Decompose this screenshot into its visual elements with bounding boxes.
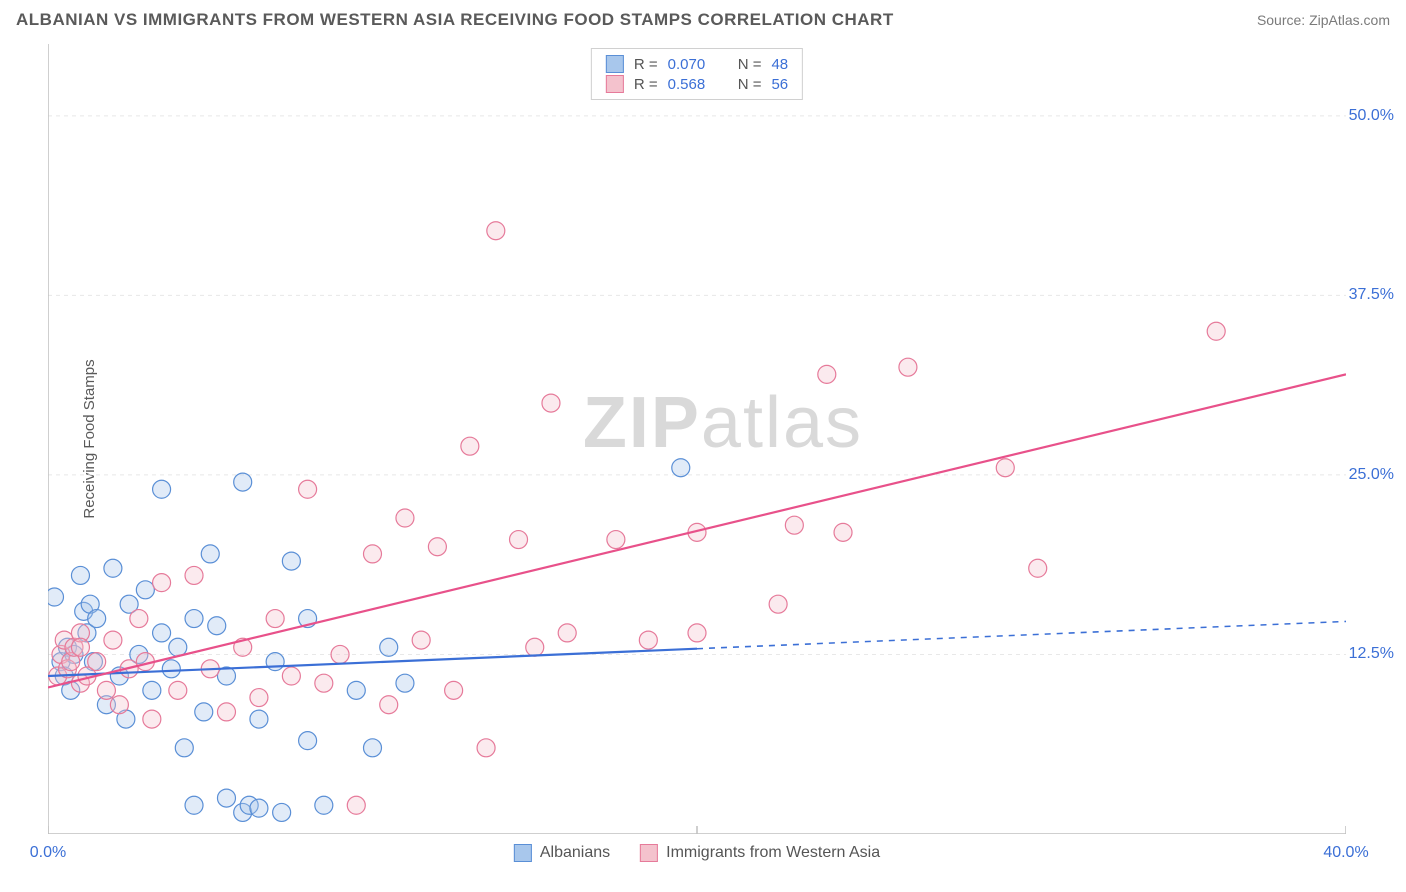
legend-series-label: Albanians [540,844,610,862]
legend-series: Albanians Immigrants from Western Asia [514,844,880,862]
x-tick-label: 40.0% [1323,844,1368,862]
chart-title: ALBANIAN VS IMMIGRANTS FROM WESTERN ASIA… [16,10,894,30]
y-tick-label: 12.5% [1349,645,1394,663]
legend-swatch [606,75,624,93]
legend-correlation-row: R =0.070 N =48 [606,55,788,73]
y-tick-label: 25.0% [1349,466,1394,484]
y-tick-label: 50.0% [1349,107,1394,125]
x-tick-label: 0.0% [30,844,66,862]
legend-series-item: Immigrants from Western Asia [640,844,880,862]
legend-correlation-row: R =0.568 N =56 [606,75,788,93]
legend-series-label: Immigrants from Western Asia [666,844,880,862]
legend-swatch [606,55,624,73]
legend-swatch [514,844,532,862]
legend-swatch [640,844,658,862]
legend-series-item: Albanians [514,844,610,862]
source-label: Source: ZipAtlas.com [1257,12,1390,28]
scatter-plot [48,44,1346,834]
legend-correlation: R =0.070 N =48 R =0.568 N =56 [591,48,803,100]
y-tick-label: 37.5% [1349,286,1394,304]
plot-area: Receiving Food Stamps ZIPatlas R =0.070 … [48,44,1346,834]
